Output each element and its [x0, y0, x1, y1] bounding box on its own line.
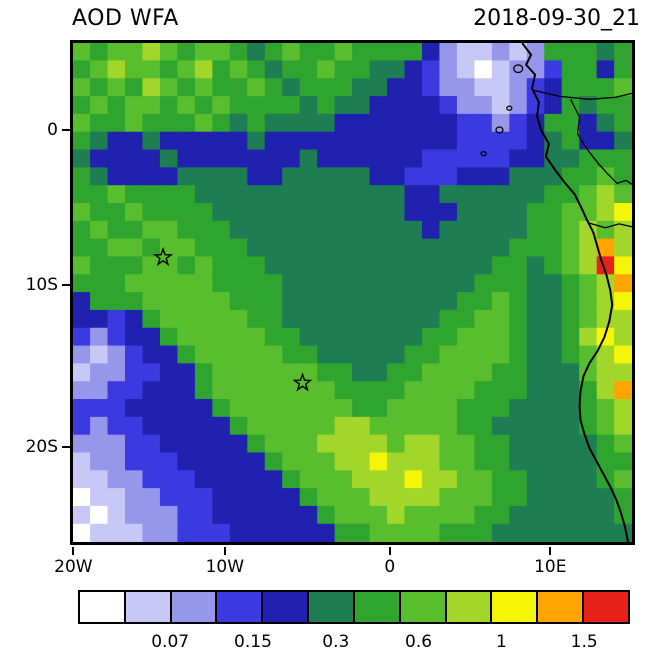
colorbar-cell [354, 592, 401, 622]
y-axis-tick [62, 283, 70, 286]
colorbar-cell [538, 592, 585, 622]
country-border [533, 89, 632, 100]
country-border [588, 222, 632, 229]
island-outline [495, 126, 504, 134]
colorbar-tick-label: 0.6 [405, 632, 433, 652]
colorbar-cell [263, 592, 310, 622]
timestamp-title: 2018-09-30_21 [473, 6, 640, 31]
x-axis-tick [72, 547, 75, 555]
y-axis-tick-label: 20S [25, 437, 58, 457]
colorbar [78, 590, 630, 624]
x-axis-tick-label: 0 [384, 557, 396, 577]
y-axis: 0 10S 20S [0, 40, 70, 545]
colorbar-tick-label: 1 [495, 632, 507, 652]
x-axis-tick-label: 20W [54, 557, 93, 577]
island-outline [480, 150, 487, 157]
colorbar-cell [492, 592, 539, 622]
colorbar-cell [171, 592, 218, 622]
colorbar-cell [400, 592, 447, 622]
country-border [606, 172, 632, 185]
colorbar-cell [309, 592, 355, 622]
x-axis: 20W 10W 0 10E [54, 545, 635, 585]
x-axis-tick-label: 10W [205, 557, 245, 577]
y-axis-tick [62, 446, 70, 448]
colorbar-cell [584, 592, 628, 622]
island-outline [513, 64, 524, 74]
star-marker [292, 372, 313, 392]
page-title: AOD WFA [72, 6, 179, 31]
map-frame [70, 40, 635, 545]
colorbar-cell [80, 592, 126, 622]
colorbar-cell [446, 592, 493, 622]
colorbar-cell [217, 592, 264, 622]
colorbar-labels: 0.07 0.15 0.3 0.6 1 1.5 [78, 632, 630, 658]
country-border [570, 99, 608, 174]
y-axis-tick-label: 10S [25, 274, 58, 295]
star-marker [153, 246, 174, 266]
x-axis-tick [549, 547, 552, 555]
colorbar-tick-label: 1.5 [570, 632, 598, 652]
colorbar-tick-label: 0.15 [234, 632, 272, 652]
coastline [521, 43, 630, 542]
x-axis-tick-label: 10E [534, 557, 567, 577]
aod-heatmap-svg [73, 43, 632, 542]
colorbar-cell [125, 592, 172, 622]
x-axis-tick [223, 547, 226, 555]
y-axis-tick-label: 0 [47, 119, 58, 140]
island-outline [506, 105, 513, 111]
colorbar-tick-label: 0.3 [322, 632, 350, 652]
x-axis-tick [388, 547, 391, 555]
y-axis-tick [62, 128, 70, 131]
colorbar-tick-label: 0.07 [151, 632, 190, 652]
aod-field [73, 43, 632, 542]
